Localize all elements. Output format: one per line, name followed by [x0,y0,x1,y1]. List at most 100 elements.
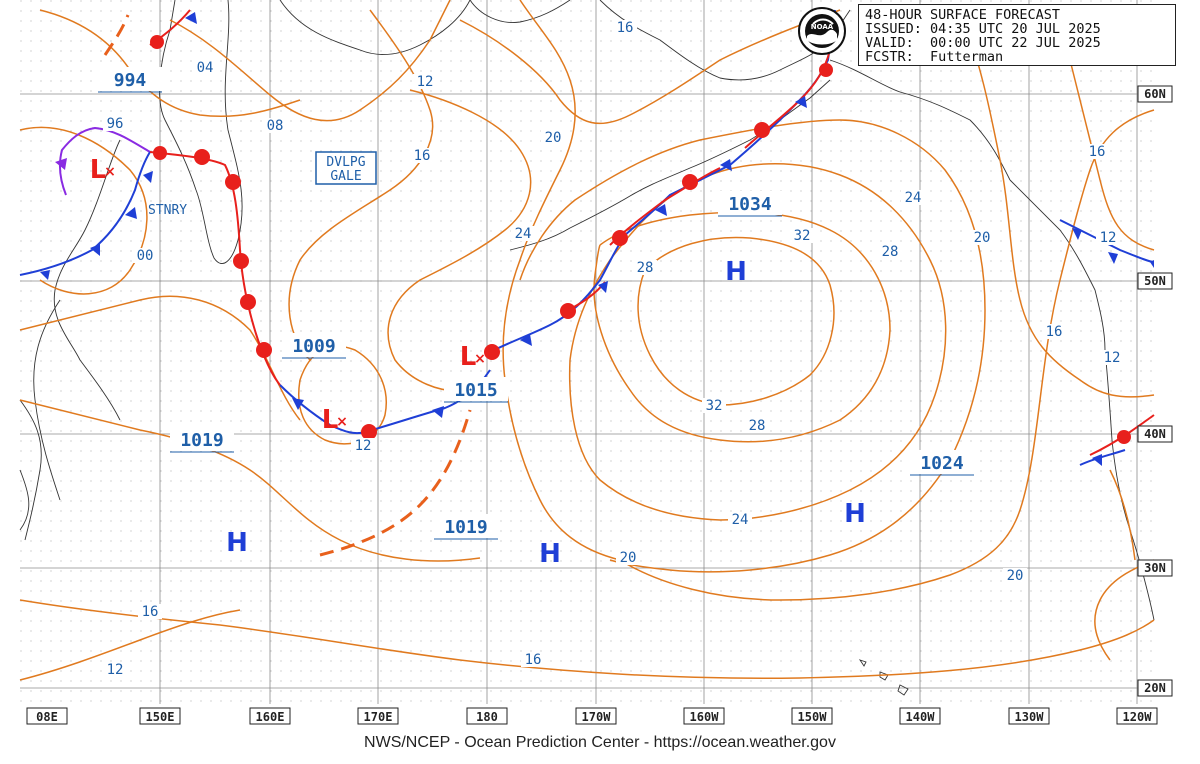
isobar [959,9,1155,398]
longitude-label: 180 [476,710,498,724]
gale-line-2: GALE [330,169,361,184]
isobar [39,9,301,118]
isobar [19,599,1155,680]
latitude-label: 40N [1144,427,1166,441]
isobar-labels: 04 96 08 00 12 16 20 24 28 32 32 28 24 20 16 12 12 16 20 24… [103,20,1124,678]
pressure-value-bg [282,333,346,357]
isobar-label: 16 [1046,324,1063,340]
occluded-front-symbols [55,158,67,170]
pressure-value: 1009 [292,336,335,357]
latitude-label-box [1137,679,1173,697]
footer-credit: NWS/NCEP - Ocean Prediction Center - htt… [364,734,836,751]
isobar-label: 24 [905,190,922,206]
noaa-logo: NOAA [797,6,847,56]
trough-line [319,409,472,557]
cold-front-symbols [40,12,1154,466]
isobar-label-bg [633,260,657,275]
isobar [1109,469,1136,561]
isobar-label: 12 [1100,230,1117,246]
isobar [1069,59,1155,251]
coast-bc [1009,179,1106,351]
isobar [1094,559,1155,661]
warm-front-symbols [150,35,1131,444]
isobar-label: 28 [749,418,766,434]
isobar [502,0,621,561]
isobar-label-bg [541,130,565,145]
issued-time: ISSUED: 04:35 UTC 20 JUL 2025 [865,21,1101,37]
latitude-label-box [1137,272,1173,290]
cold-front-ne [1059,219,1155,263]
latitude-label-box [1137,425,1173,443]
longitude-label: 130W [1015,710,1045,724]
graticule [20,0,1154,704]
coast-siberia-north [279,0,471,55]
coast-kamchatka [159,0,243,264]
coast-chukotka [469,0,571,23]
isobar-label: 12 [355,438,372,454]
isobar-label: 16 [414,148,431,164]
forecast-info-box: 48-HOUR SURFACE FORECAST ISSUED: 04:35 U… [858,4,1176,66]
isobar-label-bg [263,118,287,133]
isobar [169,0,451,122]
isobar-label-bg [1096,230,1120,245]
isobar-label-bg [193,60,217,75]
isobar-label-bg [410,148,434,163]
isobar-label-bg [1042,324,1066,339]
coast-japan [19,399,42,541]
dotted-grid [20,0,1154,704]
isobar-label: 28 [882,244,899,260]
latitude-label-box [1137,559,1173,577]
pressure-value-bg [98,67,162,91]
isobar-label-bg [511,226,535,241]
trough-line [103,14,130,56]
pressure-value-bg [434,514,498,538]
isobar [619,109,1155,601]
high-pressure-symbol: H [226,528,248,558]
isobar-label: 28 [637,260,654,276]
isobar-label: 12 [107,662,124,678]
longitude-label-box [1116,707,1158,725]
isobar-label-bg [613,20,637,35]
isobar-label: 20 [1007,568,1024,584]
latitude-label-box [1137,85,1173,103]
isobar-label-bg [790,228,814,243]
longitude-label-box [791,707,833,725]
gale-warning: DVLPG GALE [315,151,377,185]
longitude-label: 120W [1123,710,1153,724]
latitude-label: 30N [1144,561,1166,575]
longitude-label: 150W [798,710,828,724]
gale-line-1: DVLPG [326,155,365,170]
isobar-label: 04 [197,60,214,76]
longitude-label-box [249,707,291,725]
isobar-label-bg [103,662,127,677]
isobar-label: 16 [1089,144,1106,160]
coast-alaska-south [829,59,1011,181]
gale-warning-box [315,151,377,185]
isobar-label-bg [103,116,127,131]
forecaster: FCSTR: Futterman [865,49,1004,65]
latitude-labels: 60N 50N 40N 30N 20N [1137,85,1173,697]
low-pressure-symbol: L [322,405,339,435]
longitude-label: 170E [364,710,393,724]
occluded-front [58,126,151,196]
isobar [19,399,481,562]
stationary-front-west [19,151,151,276]
isobar-label: 20 [545,130,562,146]
isobar [459,9,841,125]
low-pressure-symbol: L [460,342,477,372]
longitude-label-box [466,707,508,725]
pressure-value: 1015 [454,380,497,401]
isobar-label: 16 [525,652,542,668]
isobar [387,89,532,392]
isobar-label-bg [745,418,769,433]
isobar-label: 32 [794,228,811,244]
pressure-value-bg [444,377,508,401]
high-pressure-symbol: H [844,499,866,529]
isobar-label-bg [728,512,752,527]
isobar-label: 32 [706,398,723,414]
warm-front-se [1089,414,1155,456]
latitude-label: 60N [1144,87,1166,101]
pressure-value-bg [718,191,782,215]
longitude-label-box [26,707,68,725]
isobar-label-bg [521,652,545,667]
